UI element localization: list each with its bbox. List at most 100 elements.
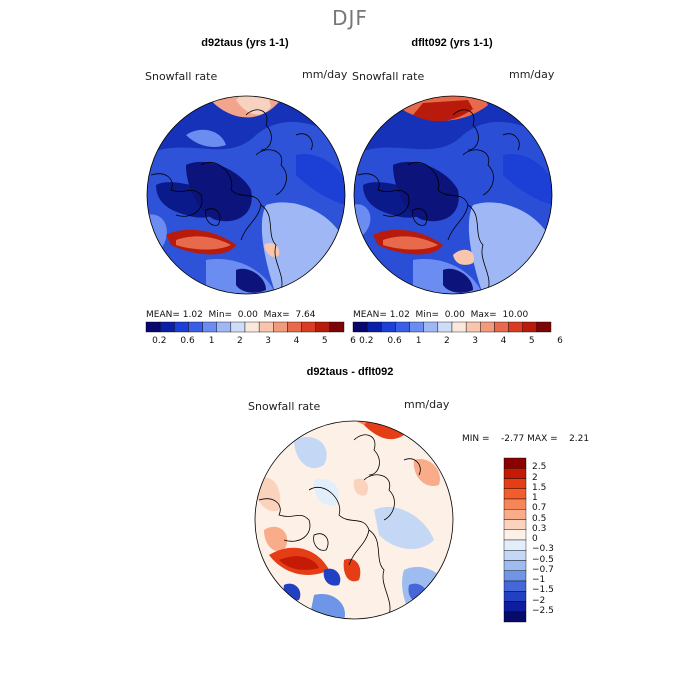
panel-2-max-label: Max= <box>470 310 497 320</box>
colorbar-tick-label: 0.6 <box>180 336 195 346</box>
panel-1-max-value: 7.64 <box>295 310 316 320</box>
colorbar-tick-label: −0.5 <box>532 554 554 565</box>
figure-title: DJF <box>332 6 368 30</box>
colorbar-swatch <box>494 321 509 333</box>
colorbar-swatch <box>145 321 161 333</box>
panel-1-polar-map <box>146 95 346 295</box>
colorbar-swatch <box>287 321 302 333</box>
difference-polar-map <box>254 420 454 620</box>
colorbar-swatch <box>352 321 368 333</box>
colorbar-swatch <box>159 321 175 333</box>
colorbar-swatch <box>503 580 527 592</box>
colorbar-tick-label: −0.3 <box>532 544 554 555</box>
colorbar-swatch <box>503 611 527 623</box>
colorbar-swatch <box>366 321 382 333</box>
panel-2-min-value: 0.00 <box>444 310 465 320</box>
panel-2-variable-label: Snowfall rate <box>352 70 425 83</box>
colorbar-swatch <box>503 539 527 551</box>
colorbar-swatch <box>503 529 527 541</box>
panel-2-min-label: Min= <box>415 310 440 320</box>
panel-1-mean-value: 1.02 <box>182 310 203 320</box>
colorbar-swatch <box>273 321 288 333</box>
panel-1-title: d92taus (yrs 1-1) <box>201 37 289 49</box>
colorbar-tick-label: 3 <box>265 336 272 346</box>
panel-1-min-label: Min= <box>208 310 233 320</box>
colorbar-swatch <box>395 321 410 333</box>
colorbar-swatch <box>258 321 274 333</box>
colorbar-tick-label: 0.5 <box>532 513 547 524</box>
colorbar-tick-label: 0.2 <box>359 336 374 346</box>
colorbar-tick-label: −1 <box>532 575 546 585</box>
panel-2-mean-value: 1.02 <box>389 310 410 320</box>
colorbar-tick-label: 6 <box>557 336 563 346</box>
colorbar-swatch <box>503 519 527 530</box>
colorbar-tick-label: 2 <box>444 336 450 346</box>
colorbar-tick-label: 3 <box>472 336 479 346</box>
colorbar-swatch <box>503 509 527 520</box>
colorbar-swatch <box>508 321 523 333</box>
colorbar-swatch <box>522 321 538 333</box>
panel-1-colorbar <box>145 321 345 333</box>
colorbar-swatch <box>503 601 527 612</box>
panel-1-variable-label: Snowfall rate <box>145 70 218 83</box>
colorbar-tick-label: 0.2 <box>152 336 167 346</box>
colorbar-tick-label: 2 <box>532 472 538 483</box>
colorbar-swatch <box>437 321 453 333</box>
colorbar-swatch <box>503 457 527 469</box>
colorbar-swatch <box>216 321 232 333</box>
colorbar-swatch <box>503 560 527 571</box>
colorbar-tick-label: 1 <box>532 493 538 503</box>
colorbar-swatch <box>202 321 217 333</box>
colorbar-tick-label: −2 <box>532 595 546 606</box>
panel-2-units-label: mm/day <box>509 68 555 81</box>
difference-variable-label: Snowfall rate <box>248 400 321 413</box>
colorbar-tick-label: 6 <box>350 336 356 346</box>
colorbar-swatch <box>244 321 260 333</box>
colorbar-swatch <box>536 321 552 333</box>
colorbar-tick-label: 4 <box>500 336 507 346</box>
colorbar-tick-label: 1 <box>208 336 215 346</box>
colorbar-swatch <box>503 468 527 479</box>
colorbar-swatch <box>230 321 246 333</box>
difference-stats: MIN = -2.77 MAX = 2.21 <box>462 434 590 444</box>
colorbar-swatch <box>423 321 439 333</box>
colorbar-swatch <box>503 550 527 561</box>
colorbar-tick-label: 2.5 <box>532 462 547 473</box>
colorbar-swatch <box>315 321 331 333</box>
panel-1-mean-label: MEAN= <box>146 310 180 320</box>
panel-2-stats: MEAN= 1.02 Min= 0.00 Max= 10.00 <box>353 310 528 320</box>
colorbar-swatch <box>329 321 345 333</box>
colorbar-swatch <box>381 321 396 333</box>
difference-units-label: mm/day <box>404 398 450 411</box>
colorbar-tick-label: −0.7 <box>532 564 554 575</box>
colorbar-swatch <box>503 570 527 582</box>
difference-colorbar <box>503 457 527 623</box>
panel-1-min-value: 0.00 <box>237 310 258 320</box>
colorbar-tick-label: 5 <box>528 336 535 346</box>
colorbar-swatch <box>480 321 495 333</box>
panel-2-colorbar <box>352 321 552 333</box>
panel-2-mean-label: MEAN= <box>353 310 387 320</box>
colorbar-swatch <box>409 321 424 333</box>
panel-1-units-label: mm/day <box>302 68 348 81</box>
colorbar-tick-label: −2.5 <box>532 605 554 616</box>
colorbar-tick-label: 1 <box>415 336 422 346</box>
colorbar-tick-label: 4 <box>293 336 300 346</box>
colorbar-tick-label: 2 <box>237 336 243 346</box>
colorbar-swatch <box>174 321 189 333</box>
colorbar-swatch <box>503 498 527 510</box>
colorbar-swatch <box>465 321 481 333</box>
colorbar-swatch <box>503 488 527 500</box>
panel-1-stats: MEAN= 1.02 Min= 0.00 Max= 7.64 <box>146 310 316 320</box>
colorbar-swatch <box>503 591 527 602</box>
colorbar-tick-label: 0.3 <box>532 523 547 534</box>
colorbar-tick-label: 0 <box>532 534 538 544</box>
difference-title: d92taus - dflt092 <box>306 366 394 378</box>
colorbar-tick-label: 0.6 <box>387 336 402 346</box>
panel-1-colorbar-ticks: 0.2 0.6 1 2 3 4 5 6 <box>146 336 356 348</box>
colorbar-swatch <box>503 478 527 489</box>
panel-1-max-label: Max= <box>263 310 290 320</box>
panel-2-max-value: 10.00 <box>502 310 529 320</box>
colorbar-tick-label: 1.5 <box>532 482 547 493</box>
panel-2-title: dflt092 (yrs 1-1) <box>411 37 493 49</box>
